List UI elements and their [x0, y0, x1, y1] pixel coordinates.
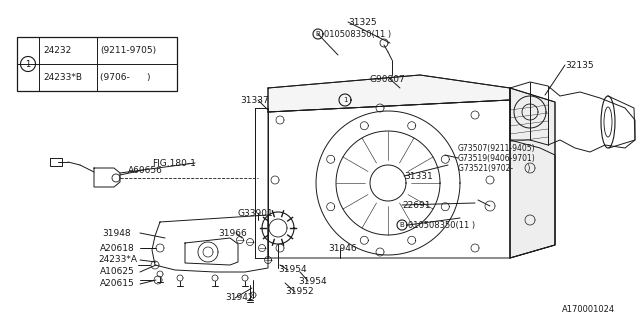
Text: 31337: 31337	[240, 95, 269, 105]
Text: (9211-9705): (9211-9705)	[100, 45, 156, 54]
Bar	[17, 37, 177, 91]
Text: B: B	[316, 31, 321, 37]
Text: 31952: 31952	[285, 287, 314, 297]
Text: 31942: 31942	[225, 293, 253, 302]
Text: 31954: 31954	[278, 266, 307, 275]
Text: A20618: A20618	[100, 244, 135, 252]
Text: B: B	[399, 222, 404, 228]
Text: G73507(9211-9405): G73507(9211-9405)	[458, 143, 536, 153]
Text: 24232: 24232	[43, 45, 71, 54]
Text: 1: 1	[26, 60, 31, 68]
Text: 010508350(11 ): 010508350(11 )	[324, 29, 391, 38]
Text: (9706-      ): (9706- )	[100, 73, 150, 82]
Text: A20615: A20615	[100, 279, 135, 289]
Text: 31954: 31954	[298, 276, 326, 285]
Text: 24233*A: 24233*A	[98, 255, 137, 265]
Text: 24233*B: 24233*B	[43, 73, 82, 82]
Text: G73519(9406-9701): G73519(9406-9701)	[458, 154, 536, 163]
Text: 32135: 32135	[565, 60, 594, 69]
Text: A10625: A10625	[100, 268, 135, 276]
Text: 31325: 31325	[348, 18, 376, 27]
Text: 1: 1	[343, 97, 348, 103]
Text: 31948: 31948	[102, 228, 131, 237]
Text: A170001024: A170001024	[562, 306, 615, 315]
Text: 010508350(11 ): 010508350(11 )	[408, 220, 475, 229]
Polygon shape	[510, 88, 555, 258]
Text: A60656: A60656	[128, 165, 163, 174]
Text: G33901: G33901	[238, 209, 274, 218]
Text: 31966: 31966	[218, 228, 247, 237]
Text: G73521(9702-      ): G73521(9702- )	[458, 164, 531, 172]
Text: 31946: 31946	[328, 244, 356, 252]
Text: 22691: 22691	[402, 201, 431, 210]
Text: 31331: 31331	[404, 172, 433, 180]
Text: FIG.180-1: FIG.180-1	[152, 158, 196, 167]
Text: G90807: G90807	[370, 75, 406, 84]
Polygon shape	[268, 75, 510, 112]
